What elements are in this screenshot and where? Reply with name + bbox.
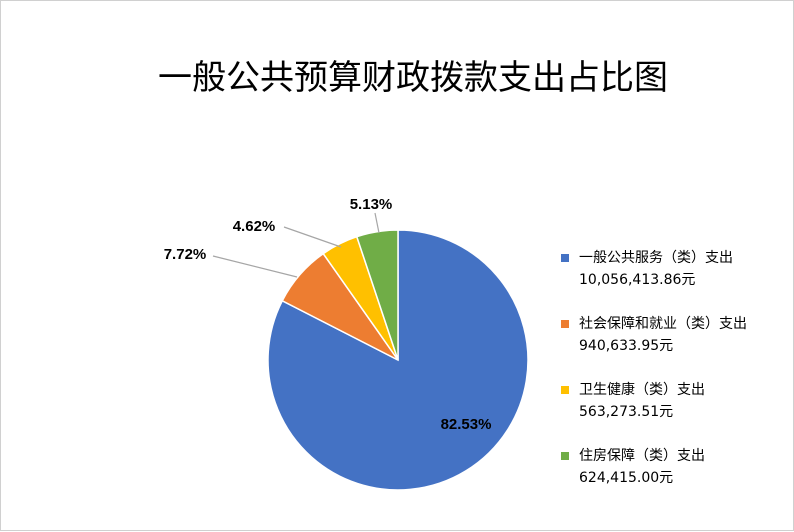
data-label: 4.62% bbox=[233, 218, 276, 235]
legend-item-housing: 住房保障（类）支出 624,415.00元 bbox=[561, 445, 793, 511]
legend-item-social-security: 社会保障和就业（类）支出 940,633.95元 bbox=[561, 313, 793, 379]
data-label: 5.13% bbox=[350, 196, 393, 213]
legend-label: 一般公共服务（类）支出 bbox=[579, 250, 733, 266]
legend-swatch bbox=[561, 254, 569, 262]
data-label: 82.53% bbox=[441, 416, 492, 433]
leader-line bbox=[212, 255, 298, 278]
legend-swatch bbox=[561, 386, 569, 394]
legend: 一般公共服务（类）支出 10,056,413.86元 社会保障和就业（类）支出 9… bbox=[561, 247, 793, 511]
leader-line bbox=[283, 226, 342, 248]
legend-amount: 940,633.95元 bbox=[579, 338, 674, 354]
legend-label: 社会保障和就业（类）支出 bbox=[579, 316, 747, 332]
legend-amount: 563,273.51元 bbox=[579, 404, 674, 420]
pie-slice bbox=[355, 229, 399, 361]
data-label: 7.72% bbox=[164, 246, 207, 263]
leader-line bbox=[374, 212, 380, 234]
chart-title: 一般公共预算财政拨款支出占比图 bbox=[158, 58, 668, 98]
legend-amount: 10,056,413.86元 bbox=[579, 272, 696, 288]
legend-swatch bbox=[561, 452, 569, 460]
legend-label: 卫生健康（类）支出 bbox=[579, 382, 705, 398]
legend-amount: 624,415.00元 bbox=[579, 470, 674, 486]
legend-item-health: 卫生健康（类）支出 563,273.51元 bbox=[561, 379, 793, 445]
legend-swatch bbox=[561, 320, 569, 328]
legend-label: 住房保障（类）支出 bbox=[579, 448, 705, 464]
legend-item-general-public-service: 一般公共服务（类）支出 10,056,413.86元 bbox=[561, 247, 793, 313]
